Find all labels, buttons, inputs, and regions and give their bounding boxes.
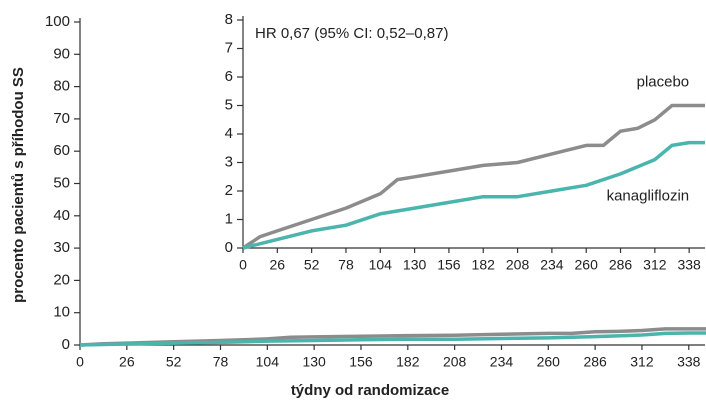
x-tick-label: 338 [677,257,701,273]
y-tick-label: 1 [225,210,233,227]
y-tick-label: 2 [225,182,233,199]
x-tick-label: 104 [369,257,393,273]
y-tick-label: 20 [53,271,70,288]
x-tick-label: 286 [609,257,633,273]
series-line [79,331,706,347]
y-tick-label: 40 [53,207,70,224]
x-tick-label: 52 [304,257,320,273]
x-tick-label: 52 [166,354,182,370]
x-tick-label: 182 [396,354,420,370]
x-tick-label: 234 [490,354,514,370]
x-tick-label: 130 [403,257,427,273]
y-tick-label: 3 [225,153,233,170]
y-tick-label: 100 [45,13,70,30]
y-tick-label: 90 [53,45,70,62]
y-tick-label: 80 [53,78,70,95]
x-tick-label: 208 [506,257,530,273]
series-label: kanagliflozin [607,188,690,205]
y-tick-label: 10 [53,304,70,321]
x-tick-label: 0 [76,354,84,370]
y-tick-label: 70 [53,110,70,127]
y-tick-label: 6 [225,68,233,85]
y-tick-label: 50 [53,174,70,191]
x-tick-label: 26 [119,354,135,370]
x-axis-label: týdny od randomizace [291,382,449,399]
x-tick-label: 104 [256,354,280,370]
series-label: placebo [637,74,690,91]
y-tick-label: 0 [225,239,233,256]
x-tick-label: 312 [630,354,654,370]
y-tick-label: 7 [225,39,233,56]
y-tick-label: 60 [53,142,70,159]
x-tick-label: 312 [643,257,667,273]
y-tick-label: 30 [53,239,70,256]
x-tick-label: 260 [537,354,561,370]
x-tick-label: 338 [677,354,701,370]
series-line [242,140,705,250]
x-tick-label: 26 [270,257,286,273]
x-tick-label: 182 [472,257,496,273]
y-tick-label: 5 [225,96,233,113]
y-axis-label: procento pacientů s příhodou SS [10,67,27,303]
y-tick-label: 0 [62,336,70,353]
annotation: HR 0,67 (95% CI: 0,52–0,87) [255,25,448,42]
x-tick-label: 130 [302,354,326,370]
x-tick-label: 0 [239,257,247,273]
x-tick-label: 208 [443,354,467,370]
y-tick-label: 8 [225,11,233,28]
x-tick-label: 234 [540,257,564,273]
x-tick-label: 78 [213,354,229,370]
series-line [242,103,705,250]
x-tick-label: 286 [583,354,607,370]
x-tick-label: 156 [437,257,461,273]
x-tick-label: 260 [575,257,599,273]
x-tick-label: 78 [338,257,354,273]
x-tick-label: 156 [349,354,373,370]
y-tick-label: 4 [225,125,233,142]
